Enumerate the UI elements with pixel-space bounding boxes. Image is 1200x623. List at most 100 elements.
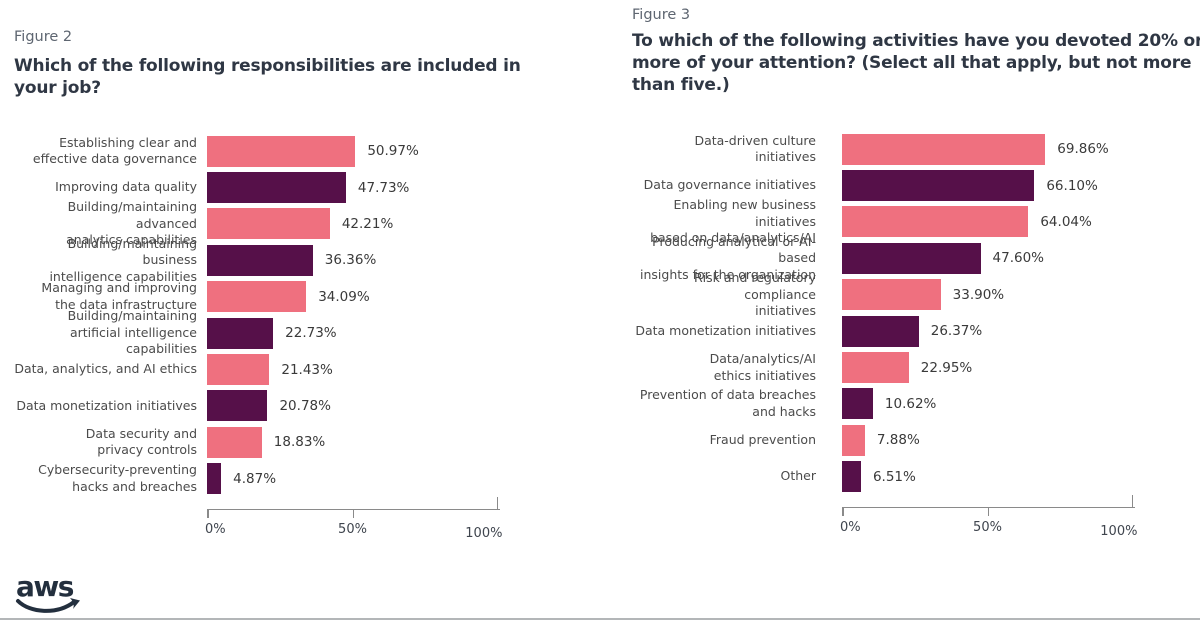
bar-wrap: 22.95% [842,352,972,384]
bar-wrap: 22.73% [207,317,337,349]
value-label: 36.36% [324,252,377,269]
figure-2-x-axis: 0% 50% 100% [204,496,502,549]
bar-wrap: 64.04% [842,206,1092,238]
bar-row: Data security and privacy controls 18.83% [14,424,498,460]
bar-row: Building/maintaining advanced analytics … [14,199,498,247]
bar [207,426,262,458]
bar [207,463,222,495]
figure-2-label: Figure 2 [14,29,73,45]
x-axis-tick [207,509,209,518]
bar-row: Other 6.51% [632,459,1133,495]
category-label: Data governance initiatives [643,177,816,193]
category-label: Risk and regulatory compliance initiativ… [693,270,816,319]
x-axis-tick-label: 50% [973,519,1002,535]
bar-wrap: 66.10% [842,170,1098,202]
bar-row: Fraud prevention 7.88% [632,422,1133,458]
x-axis-tick-label: 100% [465,525,503,541]
bar-row: Data governance initiatives 66.10% [632,167,1133,203]
bar [842,133,1046,165]
value-label: 34.09% [318,288,370,305]
bar [842,461,861,493]
bar [207,390,268,422]
value-label: 21.43% [281,361,333,378]
bar-row: Establishing clear and effective data go… [14,133,498,169]
aws-wordmark: aws [16,571,74,603]
value-label: 50.97% [367,143,419,160]
x-axis-tick-label: 0% [204,521,226,537]
bar-row: Producing analytical or AI-based insight… [632,234,1133,282]
bar-wrap: 47.73% [207,172,410,204]
value-label: 26.37% [930,323,983,340]
category-label: Data security and privacy controls [85,425,197,458]
x-axis-line [842,506,1135,508]
category-label: Managing and improving the data infrastr… [41,280,197,312]
bar-wrap: 33.90% [842,279,1005,311]
value-label: 47.73% [357,179,410,196]
bar [207,317,274,349]
category-label: Data monetization initiatives [635,322,816,338]
value-label: 42.21% [341,215,394,232]
x-axis-tick [1131,494,1133,507]
bar-wrap: 50.97% [207,135,419,167]
bar [842,170,1035,202]
bar-row: Enabling new business initiatives based … [632,197,1133,245]
bar [842,352,909,384]
bar-row: Building/maintaining artificial intellig… [14,308,498,356]
bar [842,206,1029,238]
bar [842,424,865,456]
bar-row: Data/analytics/AI ethics initiatives 22.9… [632,349,1133,385]
value-label: 64.04% [1040,213,1092,230]
bar-wrap: 18.83% [207,426,326,458]
bar-row: Prevention of data breaches and hacks 10.… [632,386,1133,422]
bar-wrap: 4.87% [207,463,277,495]
category-label: Data-driven culture initiatives [694,132,816,165]
bar-wrap: 26.37% [842,315,983,347]
x-axis-tick-label: 50% [338,521,367,537]
category-label: Building/maintaining artificial intellig… [67,308,197,357]
figure-2-title: Which of the following responsibilities … [14,56,521,99]
value-label: 10.62% [884,395,937,412]
category-label: Prevention of data breaches and hacks [639,387,816,419]
bar-wrap: 6.51% [842,461,916,493]
bar-wrap: 42.21% [207,208,394,240]
bar-wrap: 21.43% [207,354,333,386]
category-label: Data, analytics, and AI ethics [14,361,197,377]
x-axis-tick-label: 100% [1100,523,1138,539]
value-label: 47.60% [992,250,1044,267]
bar-wrap: 34.09% [207,281,370,313]
x-axis-tick [352,509,354,518]
category-label: Building/maintaining advanced analytics … [66,199,197,248]
bar-row: Data monetization initiatives 20.78% [14,388,498,424]
page-bottom-rule [0,618,1200,620]
aws-logo: aws [15,570,83,621]
bar [207,244,313,276]
value-label: 6.51% [872,468,916,485]
figure-2-bar-chart: Establishing clear and effective data go… [14,133,502,549]
bar [842,315,919,347]
value-label: 4.87% [233,470,277,487]
bar [207,172,346,204]
category-label: Building/maintaining business intelligen… [49,235,197,284]
category-label: Cybersecurity-preventing hacks and breac… [38,462,197,494]
bar-wrap: 7.88% [842,424,920,456]
category-label: Fraud prevention [709,432,816,448]
bar-row: Building/maintaining business intelligen… [14,236,498,284]
bar-wrap: 36.36% [207,244,377,276]
bar [842,279,941,311]
x-axis-tick-label: 0% [839,519,861,535]
value-label: 69.86% [1057,141,1109,158]
figure-3-x-axis: 0% 50% 100% [839,494,1137,547]
bar-wrap: 69.86% [842,133,1109,165]
category-label: Producing analytical or AI-based insight… [640,233,816,282]
figure-3-title: To which of the following activities hav… [632,31,1200,96]
bar-wrap: 20.78% [207,390,331,422]
value-label: 33.90% [952,286,1005,303]
bar-row: Data, analytics, and AI ethics 21.43% [14,351,498,387]
aws-smile-icon: aws [16,570,80,613]
figure-3-bar-chart: Data-driven culture initiatives 69.86% Dat… [632,131,1137,547]
category-label: Enabling new business initiatives based … [650,197,816,246]
bar-row: Data monetization initiatives 26.37% [632,313,1133,349]
value-label: 18.83% [273,434,326,451]
bar [207,354,270,386]
x-axis-line [207,508,500,510]
